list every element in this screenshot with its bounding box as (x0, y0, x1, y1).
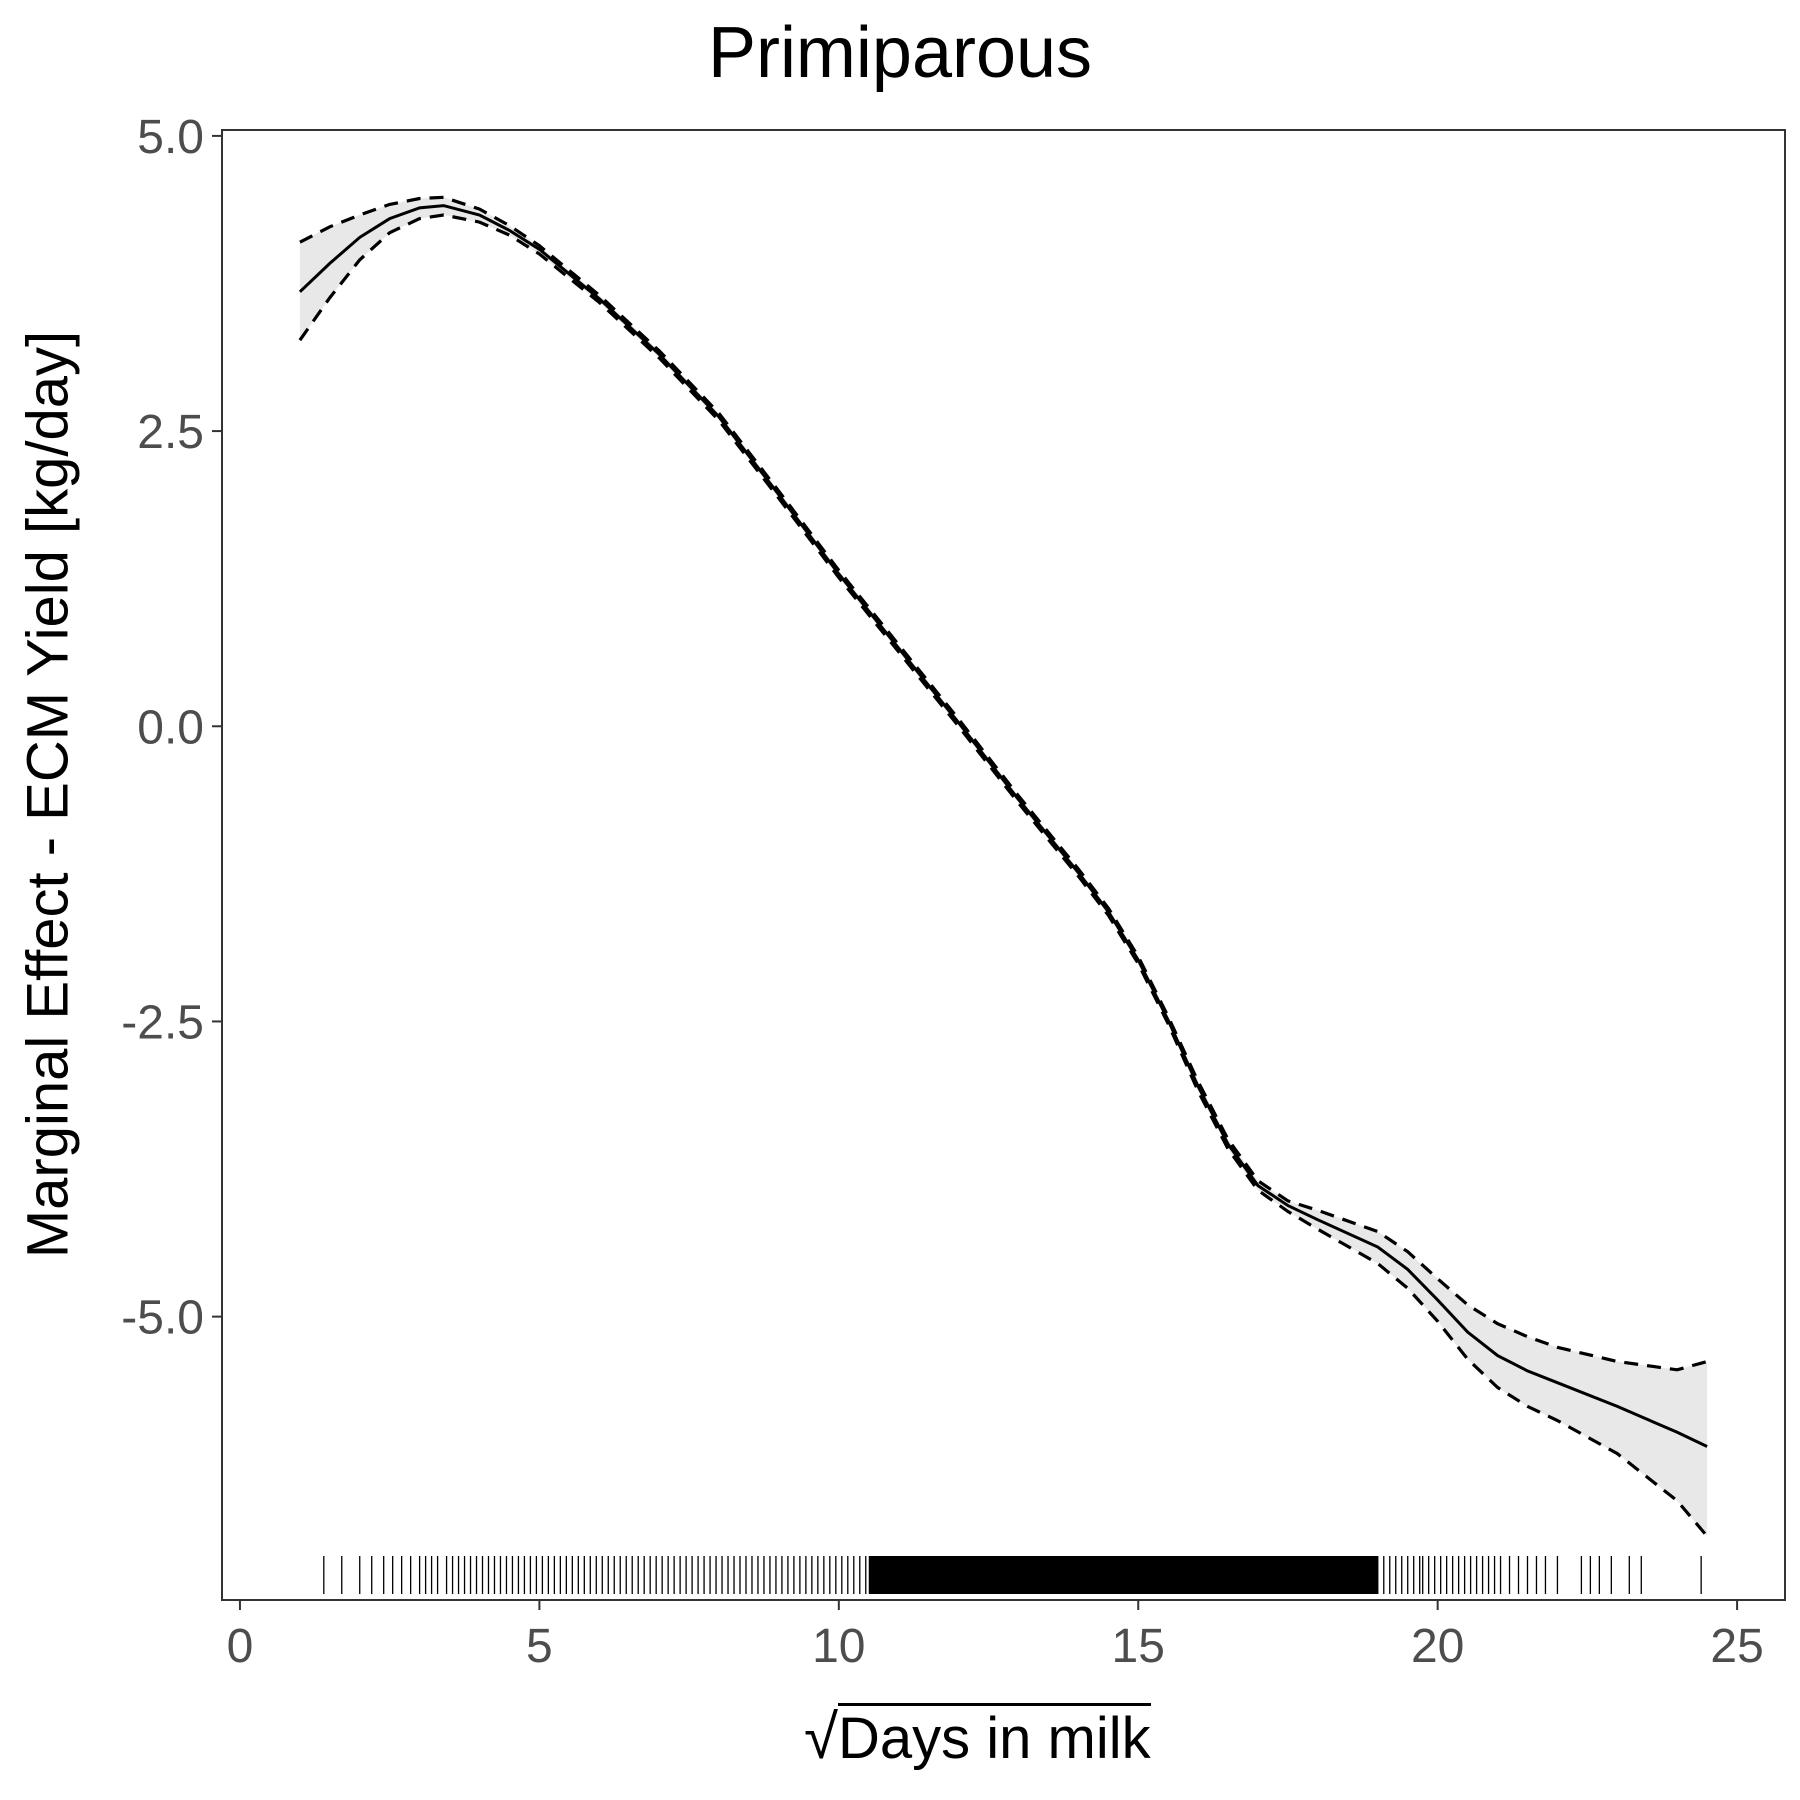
x-tick-label: 15 (1112, 1620, 1165, 1673)
rug-dense-block (868, 1556, 1378, 1594)
x-tick-label: 20 (1411, 1620, 1464, 1673)
y-tick-label: 2.5 (137, 406, 204, 459)
lower-ci-line (298, 213, 1709, 1538)
x-axis-label-text: Days in milk (838, 1703, 1151, 1771)
y-tick-label: -2.5 (121, 996, 204, 1049)
chart-title: Primiparous (707, 13, 1093, 93)
x-tick-label: 5 (526, 1620, 553, 1673)
x-tick-label: 0 (227, 1620, 254, 1673)
sqrt-symbol: √ (804, 1703, 839, 1772)
estimate-line (298, 204, 1708, 1448)
y-tick-label: 5.0 (137, 111, 204, 164)
y-tick-label: 0.0 (137, 701, 204, 754)
confidence-band (299, 197, 1708, 1537)
x-tick-label: 25 (1710, 1620, 1763, 1673)
x-axis-label: √Days in milk (804, 1702, 1151, 1773)
x-tick-label: 10 (812, 1620, 865, 1673)
upper-ci-line (299, 195, 1708, 1372)
y-tick-label: -5.0 (121, 1292, 204, 1345)
